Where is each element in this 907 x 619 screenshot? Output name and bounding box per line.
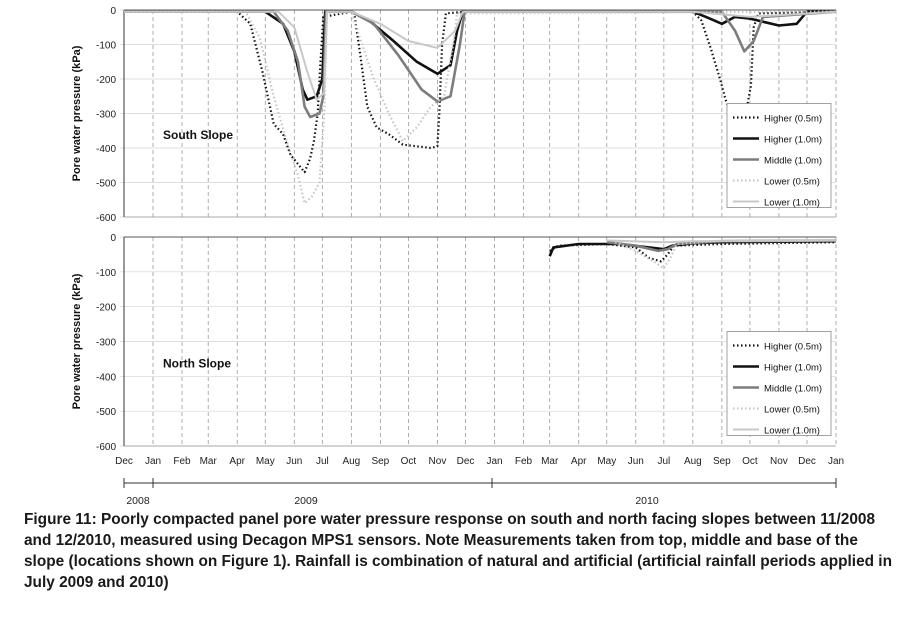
- south-series-2: [124, 10, 837, 119]
- south-ytick-label-0: 0: [110, 6, 116, 17]
- south-panel-label: South Slope: [163, 128, 233, 142]
- xtick-label-8: Aug: [342, 456, 360, 467]
- south-legend-label-3: Lower (0.5m): [764, 177, 820, 188]
- xtick-label-21: Sep: [713, 456, 731, 467]
- xtick-label-18: Jun: [628, 456, 644, 467]
- xtick-label-4: Apr: [229, 456, 245, 467]
- north-legend-label-0: Higher (0.5m): [764, 342, 822, 353]
- xtick-label-15: Mar: [541, 456, 559, 467]
- xtick-label-10: Oct: [401, 456, 417, 467]
- north-ytick-label-0: 0: [110, 233, 116, 244]
- xtick-label-19: Jul: [657, 456, 670, 467]
- south-ytick-label-6: -600: [96, 213, 116, 224]
- north-legend-label-1: Higher (1.0m): [764, 363, 822, 374]
- south-ytick-label-2: -200: [96, 75, 116, 86]
- xtick-label-14: Feb: [515, 456, 533, 467]
- north-ytick-label-6: -600: [96, 442, 116, 453]
- xtick-label-11: Nov: [429, 456, 447, 467]
- south-ytick-label-5: -500: [96, 179, 116, 190]
- north-panel-label: North Slope: [163, 356, 231, 370]
- north-legend-label-3: Lower (0.5m): [764, 405, 820, 416]
- pore-pressure-chart: 0 -100 -200 -300 -400 -500 -600 Pore water pres…: [71, 6, 844, 505]
- xtick-label-9: Sep: [371, 456, 389, 467]
- north-ytick-label-1: -100: [96, 268, 116, 279]
- north-y-axis-label: Pore water pressure (kPa): [71, 273, 83, 409]
- south-series-4: [124, 10, 837, 101]
- north-series-4: [606, 239, 837, 244]
- south-legend-label-0: Higher (0.5m): [764, 114, 822, 125]
- xtick-label-17: May: [597, 456, 616, 467]
- south-legend-label-1: Higher (1.0m): [764, 135, 822, 146]
- south-y-axis-label: Pore water pressure (kPa): [71, 45, 83, 181]
- year-label-2009: 2009: [294, 495, 318, 505]
- north-legend-box: [726, 331, 832, 436]
- south-ytick-label-3: -300: [96, 110, 116, 121]
- xtick-label-24: Dec: [798, 456, 816, 467]
- xtick-label-5: May: [256, 456, 275, 467]
- south-legend-box: [726, 103, 832, 208]
- figure-caption: Figure 11: Poorly compacted panel pore w…: [24, 511, 892, 591]
- xtick-label-16: Apr: [571, 456, 587, 467]
- xtick-label-1: Jan: [145, 456, 161, 467]
- xtick-label-22: Oct: [742, 456, 758, 467]
- xtick-label-20: Aug: [684, 456, 702, 467]
- xtick-label-6: Jun: [286, 456, 302, 467]
- xtick-label-7: Jul: [316, 456, 329, 467]
- south-ytick-label-4: -400: [96, 144, 116, 155]
- north-ytick-label-4: -400: [96, 372, 116, 383]
- south-legend-label-2: Middle (1.0m): [764, 156, 822, 167]
- north-legend-label-2: Middle (1.0m): [764, 384, 822, 395]
- north-ytick-label-5: -500: [96, 407, 116, 418]
- south-ytick-label-1: -100: [96, 41, 116, 52]
- north-legend-label-4: Lower (1.0m): [764, 426, 820, 437]
- north-ytick-label-3: -300: [96, 338, 116, 349]
- year-label-2008: 2008: [126, 495, 150, 505]
- xtick-label-13: Jan: [486, 456, 502, 467]
- south-series-3: [124, 10, 837, 205]
- xtick-label-0: Dec: [115, 456, 133, 467]
- xtick-label-3: Mar: [200, 456, 218, 467]
- xtick-label-12: Dec: [457, 456, 475, 467]
- year-label-2010: 2010: [635, 495, 659, 505]
- xtick-label-25: Jan: [828, 456, 844, 467]
- xtick-label-23: Nov: [770, 456, 788, 467]
- south-legend-label-4: Lower (1.0m): [764, 198, 820, 209]
- south-series-1: [124, 10, 836, 101]
- north-ytick-label-2: -200: [96, 303, 116, 314]
- xtick-label-2: Feb: [173, 456, 191, 467]
